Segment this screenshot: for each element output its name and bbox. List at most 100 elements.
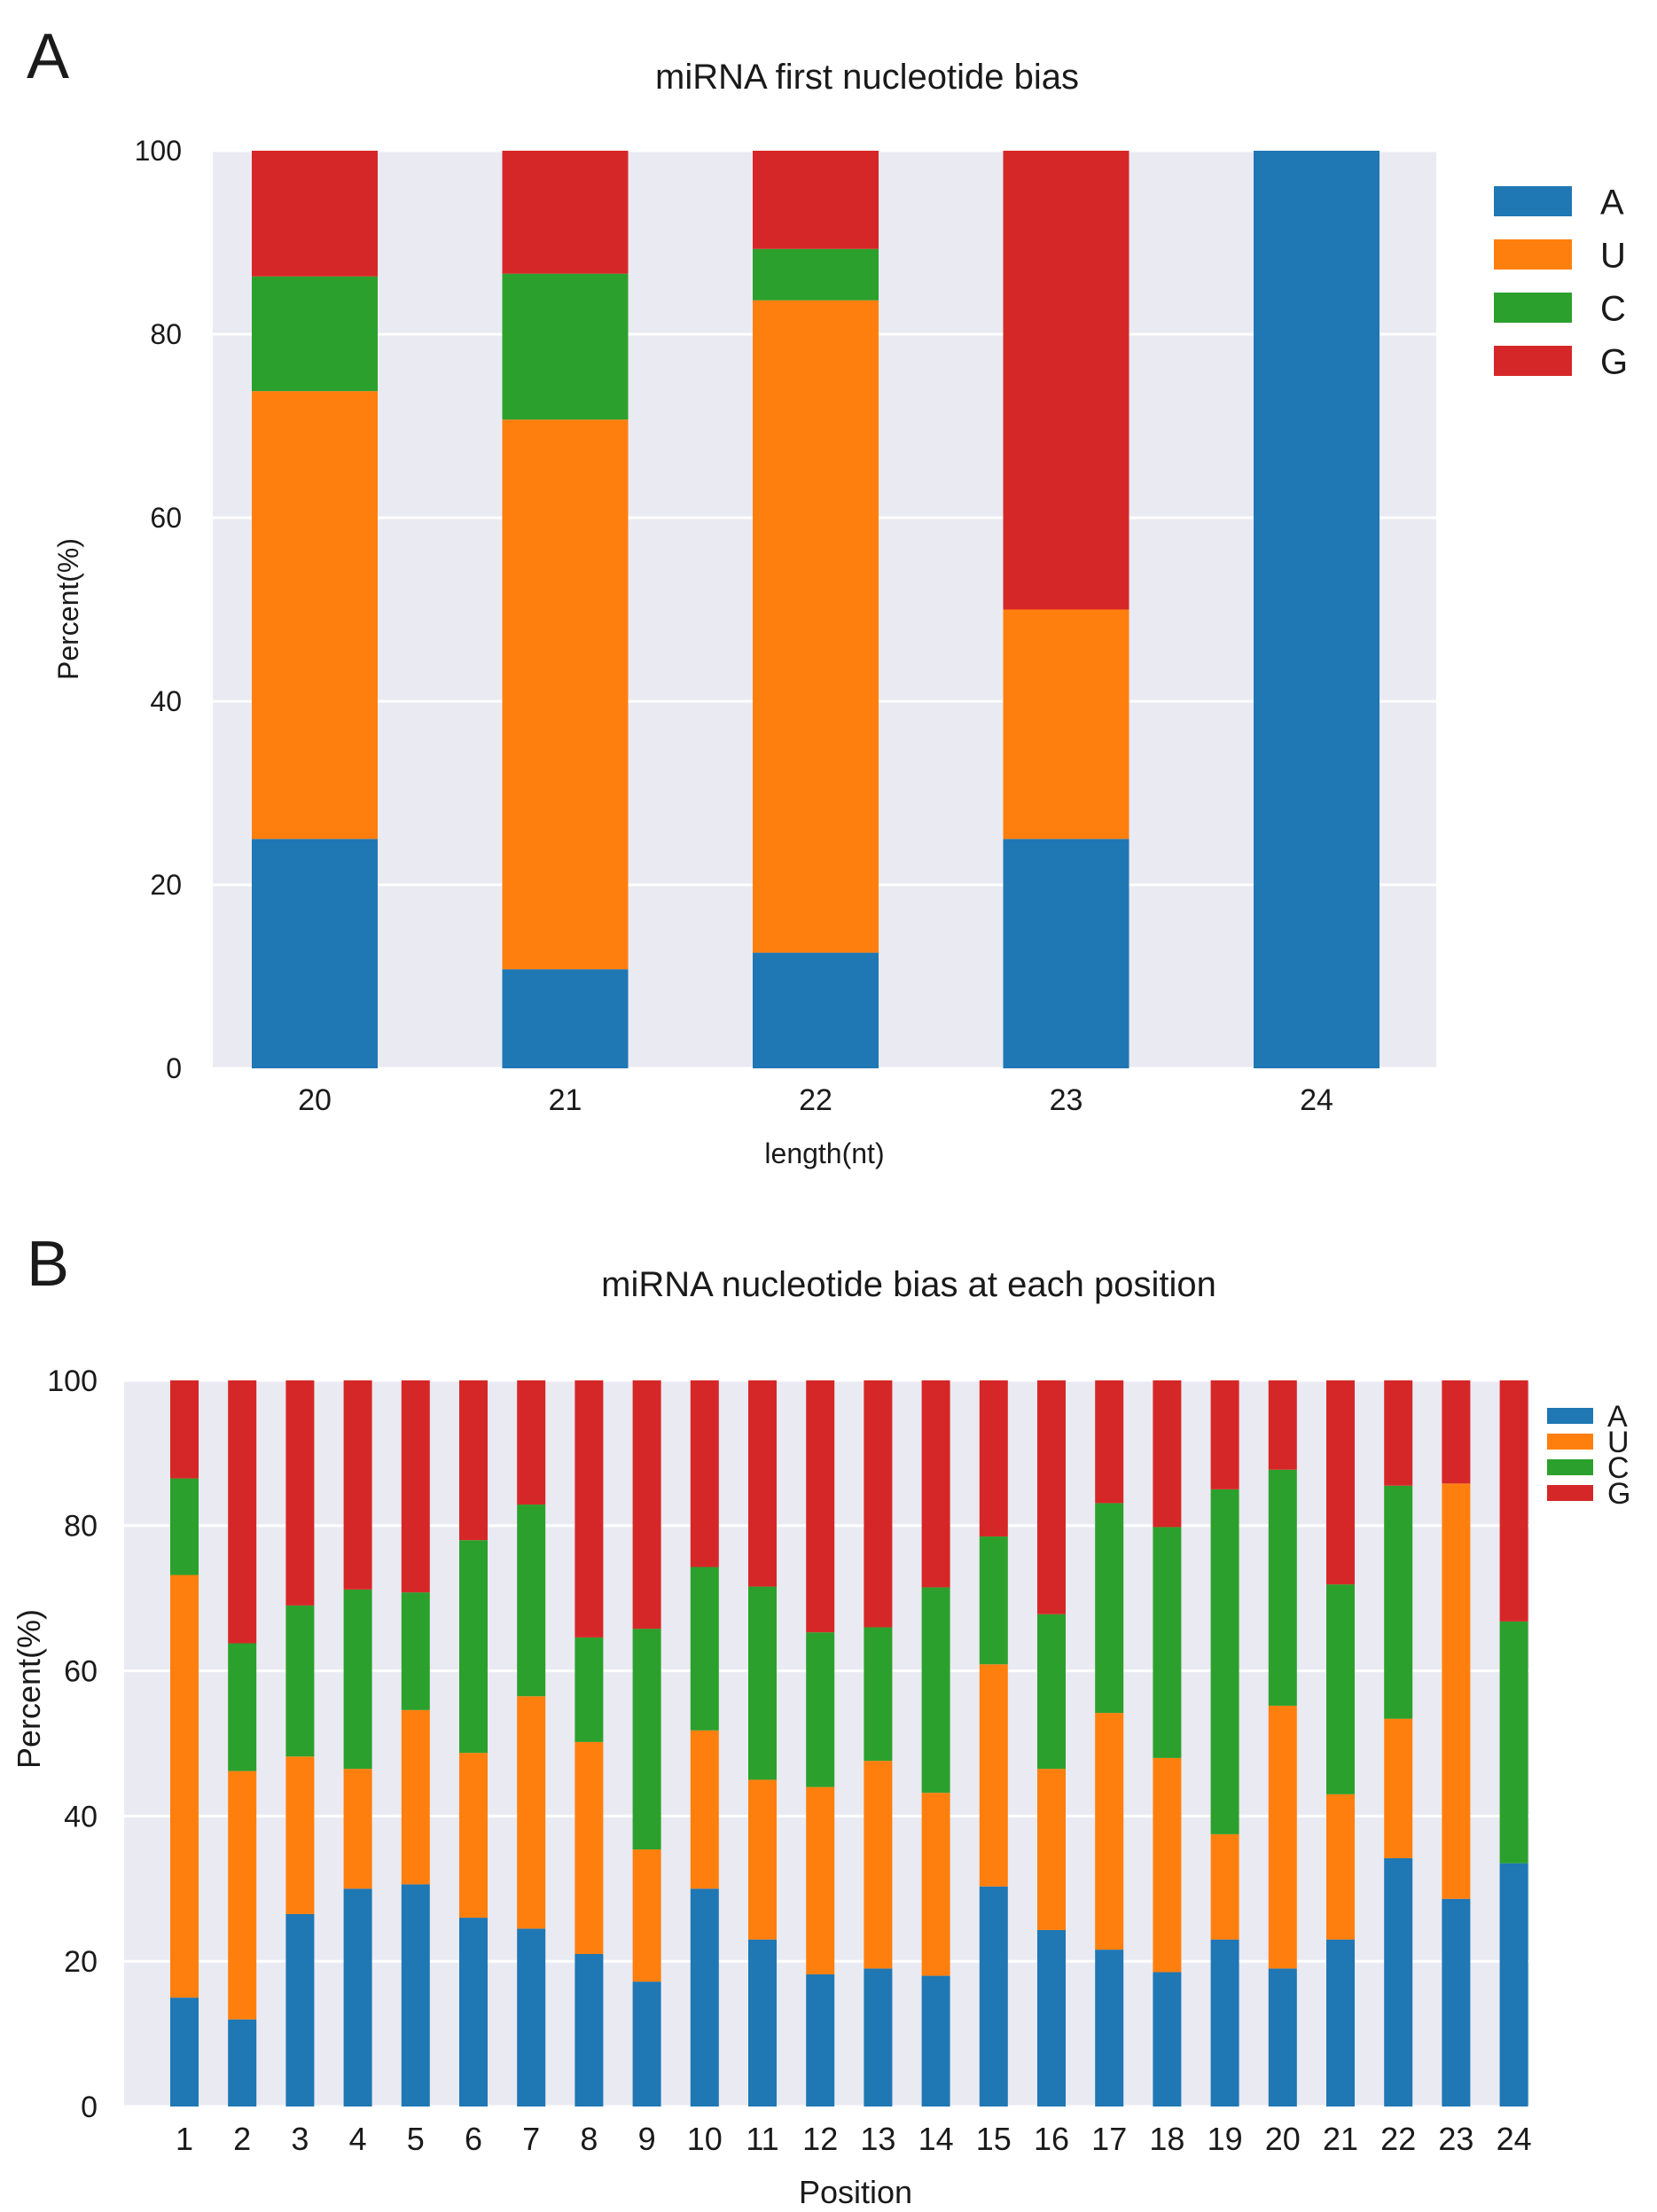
panel-b-bar-G-24 <box>1499 1380 1528 1622</box>
panel-b-bar-U-14 <box>921 1793 950 1976</box>
panel-b-xtick-label: 2 <box>233 2121 251 2157</box>
panel-b-bar-C-16 <box>1037 1614 1066 1770</box>
panel-b-bar-U-16 <box>1037 1769 1066 1930</box>
panel-b-bar-C-17 <box>1095 1503 1124 1714</box>
panel-b-bar-G-2 <box>228 1380 257 1644</box>
panel-b-bar-G-6 <box>459 1380 488 1541</box>
panel-b-bar-U-9 <box>632 1849 661 1982</box>
panel-a-xtick-label: 22 <box>799 1083 832 1117</box>
panel-b-bar-A-1 <box>170 1997 199 2106</box>
panel-b-ylabel: Percent(%) <box>11 1609 47 1769</box>
panel-b-bar-U-21 <box>1326 1794 1355 1940</box>
panel-b-bar-G-19 <box>1210 1380 1239 1489</box>
panel-b-bar-C-4 <box>343 1589 372 1770</box>
panel-a: A miRNA first nucleotide bias 0 20 40 60 80 1… <box>27 21 1628 1169</box>
panel-a-ytick-label: 60 <box>150 502 182 534</box>
panel-b-bar-G-3 <box>285 1380 315 1606</box>
panel-b-xtick-label: 23 <box>1438 2121 1473 2157</box>
panel-b-ytick-label: 40 <box>64 1800 98 1833</box>
panel-b-bar-C-12 <box>806 1632 835 1787</box>
panel-b-xtick-label: 21 <box>1323 2121 1358 2157</box>
panel-a-xlabel: length(nt) <box>764 1137 884 1169</box>
panel-b-bar-A-4 <box>343 1888 372 2106</box>
panel-b-label: B <box>27 1229 69 1300</box>
panel-b-bar-U-6 <box>459 1753 488 1919</box>
panel-b-bar-C-24 <box>1499 1621 1528 1864</box>
panel-b-xtick-label: 3 <box>291 2121 309 2157</box>
panel-b-bar-C-3 <box>285 1605 315 1757</box>
panel-a-legend-swatch-U <box>1494 239 1572 270</box>
panel-a-ytick-label: 40 <box>150 685 182 717</box>
panel-b-bar-G-1 <box>170 1380 199 1479</box>
panel-b-bar-U-2 <box>228 1770 257 2020</box>
panel-a-ytick-label: 80 <box>150 318 182 350</box>
panel-b-bar-U-15 <box>979 1664 1008 1887</box>
panel-a-ytick-label: 0 <box>166 1052 182 1084</box>
panel-b-bar-A-16 <box>1037 1929 1066 2106</box>
panel-a-bar-G-21 <box>502 151 629 274</box>
panel-b-bar-C-15 <box>979 1536 1008 1665</box>
panel-b-legend-label-C: C <box>1607 1451 1630 1485</box>
panel-b-bar-A-22 <box>1384 1857 1413 2106</box>
panel-b-bar-A-21 <box>1326 1939 1355 2106</box>
panel-b-bar-G-22 <box>1384 1380 1413 1486</box>
panel-b-bar-C-2 <box>228 1643 257 1771</box>
panel-b-bar-G-20 <box>1268 1380 1297 1470</box>
panel-b-bar-A-7 <box>517 1928 546 2106</box>
panel-a-bar-U-20 <box>252 391 378 840</box>
panel-b-bar-G-23 <box>1442 1380 1471 1484</box>
panel-a-bar-G-20 <box>252 151 378 277</box>
panel-b-xtick-label: 18 <box>1149 2121 1184 2157</box>
panel-b-xtick-label: 10 <box>687 2121 723 2157</box>
panel-b-bar-A-14 <box>921 1975 950 2106</box>
panel-b-xtick-label: 9 <box>638 2121 656 2157</box>
panel-b-xtick-label: 19 <box>1208 2121 1243 2157</box>
panel-b-bar-C-11 <box>748 1586 777 1780</box>
panel-b-bar-C-21 <box>1326 1584 1355 1794</box>
panel-b-bar-C-14 <box>921 1587 950 1794</box>
panel-b-bar-G-17 <box>1095 1380 1124 1504</box>
panel-b-bar-A-13 <box>864 1968 893 2106</box>
panel-b-bar-C-7 <box>517 1505 546 1697</box>
panel-b-bar-U-8 <box>574 1741 604 1955</box>
panel-a-legend-label-G: G <box>1600 342 1628 381</box>
panel-b-bar-A-17 <box>1095 1950 1124 2106</box>
panel-b-xtick-label: 11 <box>746 2121 778 2157</box>
panel-b-bar-G-10 <box>690 1380 719 1567</box>
panel-b-bar-C-9 <box>632 1629 661 1850</box>
panel-b-xtick-label: 12 <box>802 2121 838 2157</box>
panel-b-bar-A-19 <box>1210 1939 1239 2106</box>
panel-a-label: A <box>27 21 69 92</box>
panel-b-xtick-label: 1 <box>176 2121 193 2157</box>
panel-a-bar-G-23 <box>1003 151 1129 610</box>
panel-b-bar-A-11 <box>748 1939 777 2106</box>
panel-b-xtick-label: 14 <box>918 2121 954 2157</box>
panel-a-legend-swatch-G <box>1494 346 1572 376</box>
panel-b-bar-A-6 <box>459 1918 488 2106</box>
panel-b-bar-A-3 <box>285 1913 315 2106</box>
panel-a-bar-U-23 <box>1003 609 1129 840</box>
panel-b-bar-U-17 <box>1095 1713 1124 1950</box>
panel-b-bar-U-11 <box>748 1779 777 1940</box>
panel-b-bar-A-9 <box>632 1981 661 2106</box>
panel-b-bar-C-22 <box>1384 1485 1413 1719</box>
panel-b-legend-swatch-C <box>1547 1459 1593 1475</box>
panel-b-xtick-label: 24 <box>1497 2121 1532 2157</box>
panel-a-xtick-label: 20 <box>298 1083 332 1117</box>
panel-b-bar-G-8 <box>574 1380 604 1638</box>
panel-a-xtick-label: 23 <box>1050 1083 1083 1117</box>
panel-b-legend-swatch-G <box>1547 1485 1593 1501</box>
panel-a-bar-A-24 <box>1254 151 1380 1068</box>
panel-b-bar-G-5 <box>401 1380 430 1593</box>
panel-a-xtick-label: 24 <box>1300 1083 1333 1117</box>
panel-b-bar-U-4 <box>343 1769 372 1889</box>
panel-b-bar-U-5 <box>401 1709 430 1885</box>
panel-b-bar-C-5 <box>401 1592 430 1710</box>
panel-a-bar-A-22 <box>753 952 879 1068</box>
panel-b-bar-U-10 <box>690 1730 719 1889</box>
panel-b-xtick-label: 16 <box>1034 2121 1069 2157</box>
panel-b-bar-A-15 <box>979 1886 1008 2106</box>
panel-a-title: miRNA first nucleotide bias <box>655 58 1079 97</box>
panel-b-bar-G-18 <box>1153 1380 1182 1528</box>
